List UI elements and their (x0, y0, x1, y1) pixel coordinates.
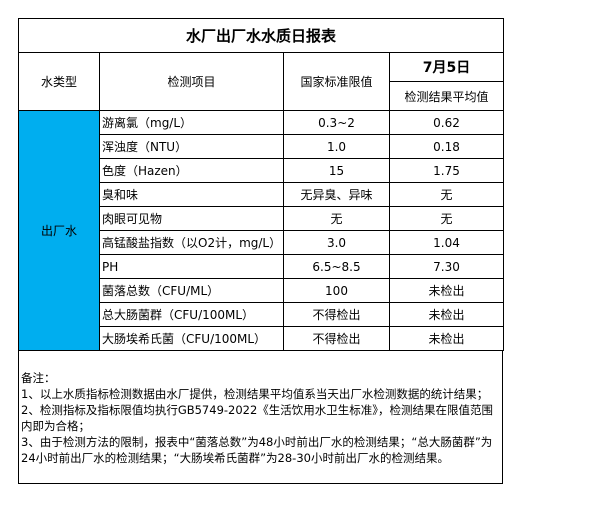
item-cell: 大肠埃希氏菌（CFU/100ML） (99, 326, 284, 351)
table-row: 浑浊度（NTU） 1.0 0.18 (19, 134, 505, 159)
standard-cell: 无异臭、异味 (283, 182, 390, 207)
standard-cell: 0.3~2 (283, 110, 390, 135)
item-cell: 高锰酸盐指数（以O2计，mg/L） (99, 230, 284, 255)
standard-cell: 不得检出 (283, 302, 390, 327)
water-type-cell: 出厂水 (18, 110, 100, 351)
table-row: 肉眼可见物无无 (19, 206, 505, 231)
standard-cell: 1.0 (283, 134, 390, 159)
standard-cell: 100 (283, 278, 390, 303)
table-row: 高锰酸盐指数（以O2计，mg/L） 3.0 1.04 (19, 230, 505, 255)
table-row: 总大肠菌群（CFU/100ML） 不得检出 未检出 (19, 302, 505, 327)
standard-cell: 6.5~8.5 (283, 254, 390, 279)
item-cell: 游离氯（mg/L） (99, 110, 284, 135)
header-result: 检测结果平均值 (388, 81, 505, 111)
result-cell: 无 (388, 182, 505, 207)
result-cell: 0.18 (388, 134, 505, 159)
item-cell: 臭和味 (99, 182, 284, 207)
table-row: 大肠埃希氏菌（CFU/100ML） 不得检出 未检出 (19, 326, 505, 351)
standard-cell: 无 (283, 206, 390, 231)
header-date: 7月5日 (388, 52, 505, 82)
result-cell: 1.04 (388, 230, 505, 255)
standard-cell: 15 (283, 158, 390, 183)
note-line: 1、以上水质指标检测数据由水厂提供，检测结果平均值系当天出厂水检测数据的统计结果… (21, 387, 489, 401)
item-cell: 菌落总数（CFU/ML） (99, 278, 284, 303)
result-cell: 未检出 (388, 326, 505, 351)
item-cell: PH (99, 254, 284, 279)
result-cell: 0.62 (388, 110, 505, 135)
result-cell: 7.30 (388, 254, 505, 279)
result-cell: 1.75 (388, 158, 505, 183)
report-title: 水厂出厂水水质日报表 (17, 18, 505, 53)
header-standard: 国家标准限值 (283, 52, 390, 111)
result-cell: 未检出 (388, 302, 505, 327)
standard-cell: 3.0 (283, 230, 390, 255)
note-line: 2、检测指标及指标限值均执行GB5749-2022《生活饮用水卫生标准》，检测结… (21, 403, 494, 433)
table-row: 色度（Hazen） 15 1.75 (19, 158, 505, 183)
item-cell: 色度（Hazen） (99, 158, 284, 183)
standard-cell: 不得检出 (283, 326, 390, 351)
water-quality-table: 水厂出厂水水质日报表 水类型 检测项目 国家标准限值 7月5日 检测结果平均值 … (17, 18, 505, 351)
table-row: 菌落总数（CFU/ML） 100 未检出 (19, 278, 505, 303)
table-row: PH 6.5~8.5 7.30 (19, 254, 505, 279)
table-row: 臭和味 无异臭、异味无 (19, 182, 505, 207)
header-water-type: 水类型 (18, 52, 100, 111)
note-line: 3、由于检测方法的限制，报表中“菌落总数”为48小时前出厂水的检测结果；“总大肠… (21, 435, 493, 465)
notes: 备注： 1、以上水质指标检测数据由水厂提供，检测结果平均值系当天出厂水检测数据的… (18, 350, 503, 484)
item-cell: 肉眼可见物 (99, 206, 284, 231)
result-cell: 未检出 (388, 278, 505, 303)
notes-heading: 备注： (21, 371, 56, 385)
header-item: 检测项目 (99, 52, 284, 111)
item-cell: 总大肠菌群（CFU/100ML） (99, 302, 284, 327)
table-row: 出厂水 游离氯（mg/L） 0.3~2 0.62 (18, 110, 505, 351)
result-cell: 无 (388, 206, 505, 231)
item-cell: 浑浊度（NTU） (99, 134, 284, 159)
